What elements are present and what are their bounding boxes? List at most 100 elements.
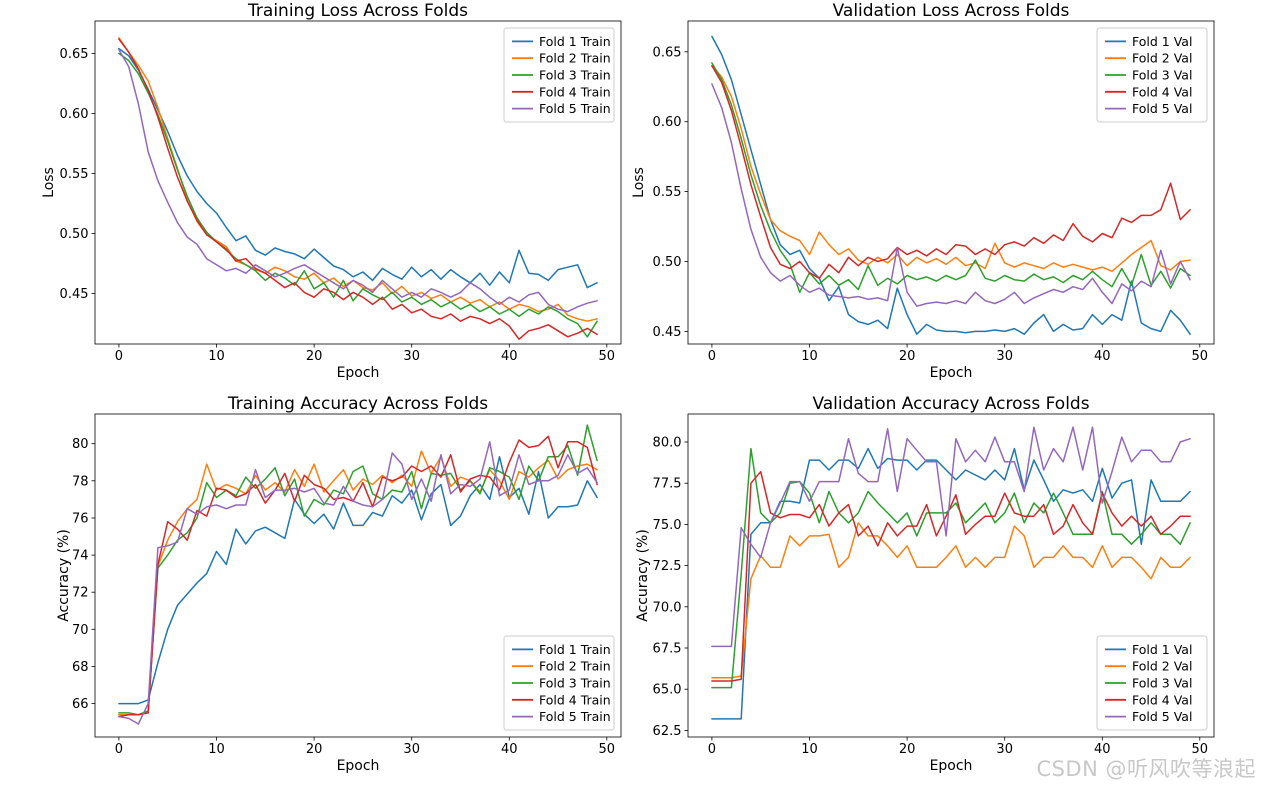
x-axis-label: Epoch	[930, 365, 973, 381]
y-tick-label: 70.0	[653, 600, 682, 615]
y-tick-label: 72.5	[653, 559, 682, 574]
training-accuracy-chart: Training Accuracy Across Folds 66 68 70 72 74…	[0, 393, 631, 786]
legend-label: Fold 2 Val	[1132, 51, 1192, 66]
series-line-fold-5-train	[118, 49, 598, 313]
y-tick-label: 0.45	[60, 287, 89, 302]
y-tick-label: 0.65	[60, 47, 89, 62]
y-tick-label: 0.65	[653, 45, 682, 60]
y-tick-label: 70	[72, 623, 89, 638]
y-tick-label: 0.45	[653, 325, 682, 340]
series-line-fold-1-train	[118, 455, 598, 705]
series-line-fold-3-val	[711, 447, 1191, 689]
x-tick-label: 10	[208, 349, 225, 364]
legend-label: Fold 3 Train	[539, 676, 611, 691]
legend-label: Fold 5 Train	[539, 101, 611, 116]
series-line-fold-1-train	[118, 47, 598, 289]
y-tick-label: 76	[72, 512, 89, 527]
y-tick-label: 66	[72, 697, 89, 712]
x-tick-label: 40	[501, 349, 518, 364]
y-tick-label: 0.55	[60, 167, 89, 182]
y-tick-label: 62.5	[653, 724, 682, 739]
x-tick-label: 20	[899, 742, 916, 757]
y-axis-label: Accuracy (%)	[635, 529, 651, 622]
x-tick-label: 20	[306, 349, 323, 364]
chart-title: Training Loss Across Folds	[247, 1, 468, 21]
series-line-fold-5-train	[118, 441, 598, 725]
legend-label: Fold 1 Val	[1132, 642, 1192, 657]
legend-label: Fold 3 Val	[1132, 676, 1192, 691]
legend-label: Fold 1 Train	[539, 34, 611, 49]
legend-label: Fold 3 Train	[539, 68, 611, 83]
y-axis-label: Accuracy (%)	[56, 529, 72, 622]
y-axis-label: Loss	[41, 167, 57, 198]
series-line-fold-4-train	[118, 38, 598, 340]
y-tick-label: 75.0	[653, 518, 682, 533]
series-line-fold-1-val	[711, 35, 1191, 335]
training-loss-chart: Training Loss Across Folds 0.45 0.50 0.55 0.…	[0, 0, 631, 393]
training-accuracy-across-folds-svg: Training Accuracy Across Folds 66 68 70 72 74…	[56, 394, 622, 774]
y-tick-label: 74	[72, 549, 89, 564]
y-tick-label: 72	[72, 586, 89, 601]
y-tick-label: 0.55	[653, 185, 682, 200]
series-line-fold-5-val	[711, 426, 1191, 648]
x-tick-label: 40	[1094, 742, 1111, 757]
legend-label: Fold 2 Train	[539, 51, 611, 66]
x-tick-label: 30	[996, 742, 1013, 757]
legend-label: Fold 2 Val	[1132, 659, 1192, 674]
legend-label: Fold 3 Val	[1132, 68, 1192, 83]
series-line-fold-2-train	[118, 450, 598, 716]
x-tick-label: 10	[208, 742, 225, 757]
x-axis-label: Epoch	[337, 365, 380, 381]
x-tick-label: 0	[115, 349, 123, 364]
y-tick-label: 0.60	[60, 107, 89, 122]
legend-label: Fold 5 Val	[1132, 101, 1192, 116]
chart-title: Validation Accuracy Across Folds	[812, 394, 1089, 414]
x-axis-label: Epoch	[930, 758, 973, 774]
x-tick-label: 20	[306, 742, 323, 757]
x-tick-label: 50	[1192, 349, 1209, 364]
x-tick-label: 50	[599, 742, 616, 757]
validation-loss-across-folds-svg: Validation Loss Across Folds 0.45 0.50 0.55…	[631, 1, 1215, 381]
series-line-fold-2-val	[711, 64, 1191, 273]
series-line-fold-3-val	[711, 62, 1191, 294]
series-line-fold-4-train	[118, 435, 598, 718]
chart-title: Training Accuracy Across Folds	[227, 394, 488, 414]
training-loss-across-folds-svg: Training Loss Across Folds 0.45 0.50 0.55 0.…	[41, 1, 622, 381]
y-tick-label: 0.50	[60, 227, 89, 242]
validation-accuracy-chart: Validation Accuracy Across Folds 62.5 65.0…	[631, 393, 1262, 786]
series-line-fold-2-val	[711, 522, 1191, 679]
x-tick-label: 30	[996, 349, 1013, 364]
x-tick-label: 10	[801, 349, 818, 364]
y-tick-label: 0.60	[653, 115, 682, 130]
series-line-fold-4-val	[711, 64, 1191, 280]
legend-label: Fold 4 Train	[539, 692, 611, 707]
legend-label: Fold 2 Train	[539, 659, 611, 674]
x-tick-label: 20	[899, 349, 916, 364]
legend-label: Fold 1 Val	[1132, 34, 1192, 49]
series-line-fold-4-val	[711, 470, 1191, 682]
validation-accuracy-across-folds-svg: Validation Accuracy Across Folds 62.5 65.0…	[635, 394, 1215, 774]
legend-label: Fold 4 Val	[1132, 692, 1192, 707]
x-tick-label: 0	[115, 742, 123, 757]
legend-label: Fold 5 Train	[539, 709, 611, 724]
legend-label: Fold 1 Train	[539, 642, 611, 657]
y-tick-label: 65.0	[653, 683, 682, 698]
y-tick-label: 78	[72, 474, 89, 489]
legend-label: Fold 4 Train	[539, 84, 611, 99]
x-tick-label: 10	[801, 742, 818, 757]
y-tick-label: 77.5	[653, 477, 682, 492]
x-axis-label: Epoch	[337, 758, 380, 774]
y-tick-label: 80.0	[653, 436, 682, 451]
series-line-fold-1-val	[711, 447, 1191, 720]
x-tick-label: 0	[708, 349, 716, 364]
x-tick-label: 40	[501, 742, 518, 757]
legend-label: Fold 4 Val	[1132, 84, 1192, 99]
y-tick-label: 80	[72, 437, 89, 452]
y-tick-label: 68	[72, 660, 89, 675]
x-tick-label: 50	[1192, 742, 1209, 757]
